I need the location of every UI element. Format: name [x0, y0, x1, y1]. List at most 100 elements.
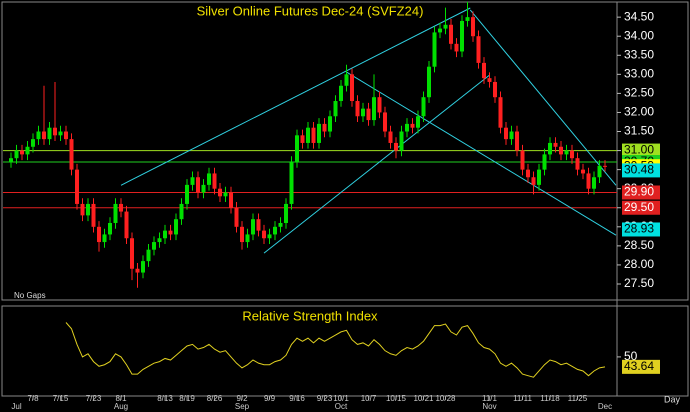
candle-body: [443, 24, 448, 29]
month-label: Aug: [114, 402, 128, 411]
candle-body: [240, 226, 244, 243]
note: No Gaps: [14, 291, 46, 300]
candle-body: [328, 116, 332, 132]
candle-body: [256, 219, 261, 231]
candle-body: [493, 81, 497, 98]
candle-body: [14, 150, 19, 159]
candle-body: [234, 207, 239, 227]
x-tick-label: 8/1: [115, 394, 127, 403]
candle-body: [427, 66, 431, 98]
candle-body: [317, 123, 321, 143]
candle-body: [80, 203, 85, 216]
x-tick-label: 9/2: [236, 394, 248, 403]
candle-body: [97, 226, 101, 243]
candle-body: [124, 211, 129, 239]
month-label: Dec: [598, 402, 612, 411]
candle-body: [460, 20, 464, 52]
candle-body: [509, 131, 514, 140]
candle-body: [416, 116, 420, 128]
level-label: 31.00: [624, 143, 654, 157]
level-box: [622, 163, 660, 178]
y-tick-label: 28.00: [624, 257, 654, 271]
candle-body: [553, 142, 558, 147]
x-tick-label: 10/1: [333, 394, 349, 403]
candle-body: [135, 268, 140, 273]
candle-body: [196, 177, 200, 193]
candle-body: [102, 234, 107, 243]
trendline: [263, 74, 490, 254]
candle-body: [361, 108, 365, 117]
month-label: Oct: [335, 402, 348, 411]
candle-body: [190, 177, 195, 185]
value-label: 43.64: [624, 359, 654, 373]
candle-body: [289, 162, 294, 204]
x-tick-label: 11/18: [540, 394, 560, 403]
candle-body: [163, 230, 167, 239]
candle-body: [394, 142, 398, 151]
candle-body: [295, 135, 299, 163]
candle-body: [64, 131, 68, 140]
candle-body: [333, 101, 338, 117]
candle-body: [366, 108, 371, 121]
x-tick-label: 8/19: [179, 394, 195, 403]
candle-body: [537, 169, 541, 185]
y-tick-label: 50: [624, 349, 638, 363]
candle-body: [515, 131, 519, 151]
candle-body: [581, 169, 585, 174]
candle-body: [564, 150, 569, 155]
candle-body: [25, 146, 30, 155]
x-tick-label: 10/7: [361, 394, 377, 403]
candle-body: [53, 127, 57, 136]
trendline: [120, 7, 471, 186]
period-label: Day: [664, 394, 681, 404]
candle-body: [531, 177, 536, 185]
candle-body: [212, 173, 217, 189]
candle-body: [548, 142, 552, 155]
y-tick-label: 34.00: [624, 28, 654, 42]
y-tick-label: 33.00: [624, 67, 654, 81]
candle-body: [229, 192, 233, 208]
month-label: Jul: [11, 402, 21, 411]
candle-body: [438, 28, 442, 33]
month-label: Nov: [482, 402, 496, 411]
candle-body: [432, 32, 437, 67]
x-tick-label: 7/23: [86, 394, 102, 403]
x-tick-label: 8/26: [207, 394, 223, 403]
x-tick-label: 9/9: [264, 394, 276, 403]
y-tick-label: 27.50: [624, 276, 654, 290]
candle-body: [586, 173, 591, 189]
candle-body: [504, 127, 508, 140]
candle-body: [383, 112, 387, 132]
candle-body: [526, 169, 530, 178]
level-box: [622, 143, 660, 158]
y-tick-label: 32.50: [624, 86, 654, 100]
candle-body: [465, 17, 470, 21]
x-tick-label: 10/15: [386, 394, 407, 403]
candle-body: [339, 85, 343, 102]
candle-body: [487, 78, 492, 82]
candle-body: [399, 131, 404, 151]
candle-body: [344, 74, 349, 86]
candle-body: [47, 127, 52, 140]
candle-body: [75, 169, 79, 204]
month-label: Sep: [235, 402, 250, 411]
value-label-box: [622, 359, 660, 374]
candle-body: [223, 192, 228, 197]
x-tick-label: 11/25: [568, 394, 588, 403]
candle-body: [141, 261, 145, 273]
x-tick-label: 11/1: [482, 394, 498, 403]
candle-body: [108, 222, 112, 235]
candle-body: [185, 184, 189, 204]
candle-body: [69, 139, 74, 170]
x-tick-label: 10/28: [435, 394, 456, 403]
candle-body: [311, 127, 316, 143]
level-label: 30.48: [624, 163, 654, 177]
candle-body: [146, 249, 151, 262]
level-box: [622, 200, 660, 215]
x-tick-label: 10/21: [413, 394, 434, 403]
candle-body: [559, 146, 563, 155]
candle-body: [454, 43, 459, 52]
y-tick-label: 34.50: [624, 9, 654, 23]
